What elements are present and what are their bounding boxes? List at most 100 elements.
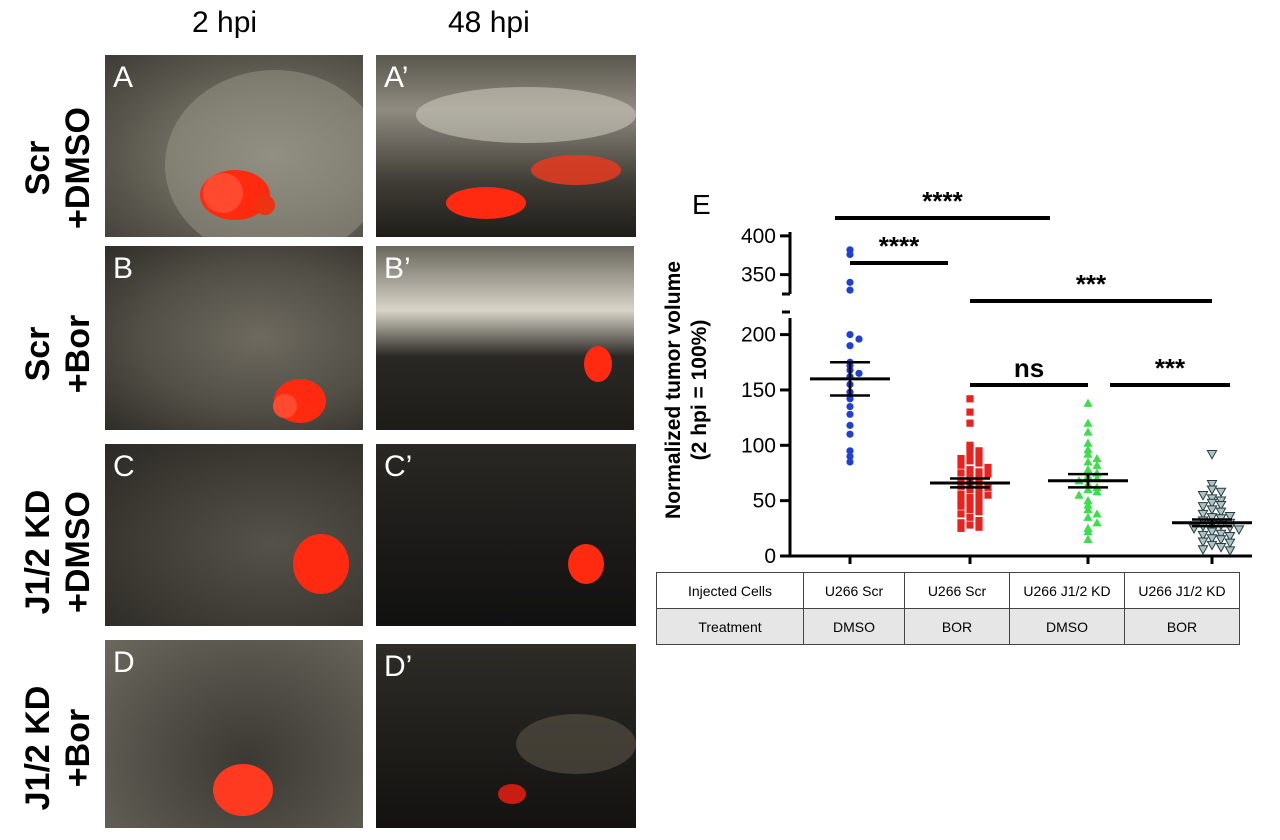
y-axis-label-line1: Normalized tumor volume <box>662 261 685 519</box>
data-point <box>966 505 974 514</box>
panel-d-image <box>213 764 273 816</box>
panel-letter-d-prime: D’ <box>384 650 413 683</box>
row-label-kd-bor: J1/2 KD +Bor <box>19 685 97 811</box>
data-point <box>957 469 965 477</box>
data-point <box>966 450 974 458</box>
mean-sem-bars <box>810 361 1252 528</box>
data-point <box>1092 509 1102 518</box>
column-header-48hpi: 48 hpi <box>448 6 530 39</box>
data-point <box>1224 512 1236 522</box>
data-point <box>975 488 983 496</box>
data-point <box>1224 538 1236 549</box>
data-point <box>1215 535 1227 546</box>
data-point <box>1206 479 1218 490</box>
data-point <box>846 342 854 350</box>
panel-c-prime: C’ <box>376 444 636 626</box>
column-header-2hpi: 2 hpi <box>192 6 258 39</box>
table-cell: DMSO <box>1009 608 1125 645</box>
data-point <box>957 477 965 485</box>
data-point <box>975 494 983 503</box>
data-point <box>984 491 992 499</box>
data-point <box>1206 498 1218 509</box>
data-point <box>957 461 965 469</box>
data-points <box>846 246 1245 557</box>
data-point <box>1083 418 1093 427</box>
data-point <box>1083 427 1093 436</box>
data-point <box>966 395 974 403</box>
panel-b-image <box>273 379 326 423</box>
panel-c-prime-image <box>568 544 604 584</box>
data-point <box>1083 465 1093 474</box>
data-point <box>1206 485 1218 496</box>
data-point <box>846 447 854 455</box>
data-point <box>1083 484 1093 494</box>
panel-letter-e: E <box>692 189 711 220</box>
data-point <box>846 421 854 429</box>
data-point <box>1083 534 1093 543</box>
data-point <box>1215 529 1227 540</box>
data-point <box>1224 523 1236 533</box>
data-point <box>957 497 965 505</box>
y-tick-label: 200 <box>741 324 776 347</box>
data-point <box>1083 457 1093 466</box>
data-point <box>846 395 854 403</box>
data-point <box>966 521 974 529</box>
data-point <box>846 452 854 460</box>
panel-letter-a: A <box>113 61 134 94</box>
data-point <box>855 335 863 343</box>
data-point <box>1224 531 1236 542</box>
panel-letter-c-prime: C’ <box>384 450 413 483</box>
data-point <box>1092 518 1102 527</box>
data-point <box>966 408 974 416</box>
table-header-treatment: Treatment <box>656 608 804 645</box>
data-point <box>846 458 854 466</box>
table-header-injected-cells: Injected Cells <box>656 572 804 609</box>
data-point <box>975 508 983 516</box>
y-tick-label: 0 <box>764 545 776 568</box>
data-point <box>846 250 854 259</box>
data-point <box>966 466 974 474</box>
data-point <box>966 513 974 521</box>
data-point <box>1083 449 1093 458</box>
data-point <box>957 490 965 498</box>
data-point <box>957 510 965 518</box>
y-tick-label: 50 <box>753 490 776 513</box>
data-point <box>1215 487 1227 498</box>
panel-d-prime: D’ <box>376 644 636 828</box>
table-cell: U266 Scr <box>803 572 905 609</box>
panel-letter-c: C <box>113 450 135 483</box>
data-point <box>966 472 974 480</box>
data-point <box>1083 527 1093 536</box>
data-point <box>846 331 854 339</box>
data-point <box>1092 487 1102 496</box>
row-label-kd-dmso: J1/2 KD +DMSO <box>19 489 97 615</box>
data-point <box>984 470 992 478</box>
panel-a-prime: A’ <box>376 55 636 237</box>
panel-a-prime-image <box>416 87 636 219</box>
data-point <box>975 501 983 509</box>
panel-d: D <box>105 640 363 828</box>
data-point <box>1197 502 1209 512</box>
table-row-cells: Injected Cells U266 Scr U266 Scr U266 J1… <box>656 572 1240 609</box>
data-point <box>846 286 854 294</box>
data-point <box>975 523 983 531</box>
significance-label: *** <box>1155 353 1186 383</box>
table-cell: U266 J1/2 KD <box>1009 572 1125 609</box>
data-point <box>1083 496 1093 505</box>
data-point <box>957 519 965 527</box>
panel-c-image <box>293 534 349 594</box>
y-tick-label: 350 <box>741 264 776 287</box>
significance-label: **** <box>922 186 963 216</box>
panel-letter-d: D <box>113 646 135 679</box>
data-point <box>966 493 974 501</box>
table-cell: DMSO <box>803 608 905 645</box>
y-axis-label-line2: (2 hpi = 100%) <box>688 320 711 461</box>
panel-b: B <box>105 246 363 430</box>
data-point <box>1074 490 1084 499</box>
data-point <box>1197 530 1209 541</box>
data-point <box>975 447 983 455</box>
y-tick-label: 100 <box>741 434 776 457</box>
data-point <box>975 452 983 460</box>
data-point <box>975 468 983 476</box>
data-point <box>966 419 974 427</box>
